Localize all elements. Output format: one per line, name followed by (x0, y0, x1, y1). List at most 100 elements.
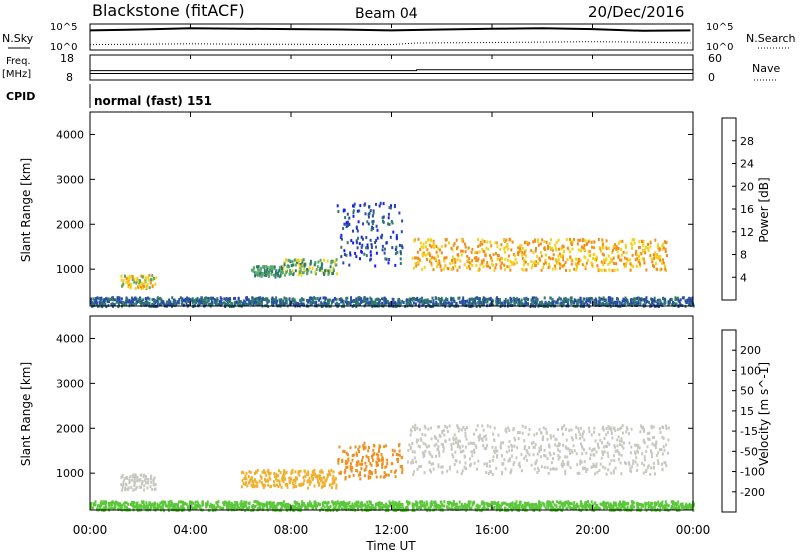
vel-data-cell-3 (598, 433, 600, 436)
vel-data-cell-4 (110, 506, 112, 509)
vel-data-cell-3 (493, 438, 495, 441)
vel-data-cell-2 (400, 465, 402, 468)
power-data-cell-4 (582, 239, 584, 242)
vel-data-cell-1 (298, 484, 300, 487)
power-data-cell-5 (577, 300, 579, 303)
vel-data-cell-3 (447, 430, 449, 433)
vel-data-cell-3 (593, 465, 595, 468)
vel-data-cell-2 (375, 471, 377, 474)
vel-data-cell-1 (265, 474, 267, 477)
power-data-cell-5 (246, 296, 248, 299)
vel-data-cell-3 (593, 431, 595, 434)
vel-data-cell-3 (634, 444, 636, 447)
vel-data-cell-1 (301, 483, 303, 486)
power-data-cell-0 (148, 279, 150, 282)
vel-data-cell-4 (459, 501, 461, 504)
power-data-cell-5 (582, 302, 584, 305)
power-data-cell-5 (625, 297, 627, 300)
power-data-cell-5 (248, 300, 250, 303)
power-data-cell-4 (650, 241, 652, 244)
vel-data-cell-4 (421, 500, 423, 503)
power-data-cell-5 (617, 298, 619, 301)
vel-data-cell-4 (131, 502, 133, 505)
power-data-cell-4 (425, 254, 427, 257)
vel-data-cell-2 (376, 453, 378, 456)
vel-data-cell-3 (593, 427, 595, 430)
power-data-cell-4 (596, 264, 598, 267)
power-data-cell-3 (392, 231, 394, 234)
vel-data-cell-3 (410, 447, 412, 450)
vel-data-cell-3 (582, 432, 584, 435)
vel-data-cell-3 (564, 455, 566, 458)
power-data-cell-2 (292, 273, 294, 276)
power-data-cell-3 (372, 222, 374, 225)
vel-data-cell-2 (384, 471, 386, 474)
power-data-cell-5 (555, 301, 557, 304)
power-data-cell-4 (506, 265, 508, 268)
power-data-cell-4 (554, 265, 556, 268)
vel-data-cell-3 (608, 425, 610, 428)
power-data-cell-4 (588, 240, 590, 243)
vel-data-cell-4 (451, 502, 453, 505)
vel-data-cell-2 (345, 460, 347, 463)
vel-data-cell-3 (428, 451, 430, 454)
vel-data-cell-0 (150, 481, 152, 484)
power-data-cell-0 (146, 286, 148, 289)
vel-data-cell-1 (314, 473, 316, 476)
power-data-cell-4 (524, 241, 526, 244)
vel-data-cell-2 (350, 462, 352, 465)
vel-data-cell-3 (621, 454, 623, 457)
power-data-cell-5 (139, 301, 141, 304)
power-data-cell-4 (546, 241, 548, 244)
vel-data-cell-3 (496, 454, 498, 457)
power-data-cell-4 (554, 244, 556, 247)
vel-data-cell-2 (378, 450, 380, 453)
power-data-cell-4 (417, 251, 419, 254)
vel-data-cell-3 (602, 451, 604, 454)
freq-tick-top: 18 (60, 52, 74, 65)
vel-data-cell-3 (668, 427, 670, 430)
vel-data-cell-3 (550, 453, 552, 456)
power-data-cell-4 (466, 266, 468, 269)
power-data-cell-4 (593, 246, 595, 249)
power-data-cell-4 (512, 241, 514, 244)
vel-data-cell-4 (626, 503, 628, 506)
power-data-cell-5 (403, 301, 405, 304)
vel-data-cell-3 (450, 443, 452, 446)
vel-data-cell-3 (441, 443, 443, 446)
vel-data-cell-4 (327, 501, 329, 504)
vel-data-cell-0 (122, 483, 124, 486)
vel-data-cell-2 (341, 459, 343, 462)
vel-data-cell-3 (456, 424, 458, 427)
vel-data-cell-3 (644, 458, 646, 461)
power-data-cell-4 (573, 268, 575, 271)
power-data-cell-4 (448, 267, 450, 270)
vel-data-cell-3 (581, 445, 583, 448)
vel-data-cell-3 (662, 468, 664, 471)
power-data-cell-5 (365, 301, 367, 304)
power-data-cell-4 (664, 268, 666, 271)
power-data-cell-4 (425, 245, 427, 248)
power-ylabel: Slant Range [km] (19, 158, 33, 262)
vel-data-cell-3 (618, 435, 620, 438)
power-data-cell-0 (126, 277, 128, 280)
vel-data-cell-4 (506, 503, 508, 506)
vel-data-cell-2 (386, 459, 388, 462)
vel-data-cell-3 (557, 428, 559, 431)
vel-data-cell-4 (119, 504, 121, 507)
vel-data-cell-2 (392, 453, 394, 456)
vel-data-cell-2 (339, 446, 341, 449)
vel-data-cell-3 (468, 442, 470, 445)
power-data-cell-2 (336, 258, 338, 261)
power-data-cell-3 (388, 261, 390, 264)
vel-data-cell-3 (412, 461, 414, 464)
vel-data-cell-4 (683, 507, 685, 510)
power-data-cell-4 (500, 243, 502, 246)
vel-data-cell-4 (591, 500, 593, 503)
colorbar-tick-label: 12 (740, 226, 754, 239)
vel-data-cell-4 (494, 506, 496, 509)
vel-data-cell-2 (376, 461, 378, 464)
vel-data-cell-3 (641, 462, 643, 465)
vel-data-cell-3 (495, 450, 497, 453)
